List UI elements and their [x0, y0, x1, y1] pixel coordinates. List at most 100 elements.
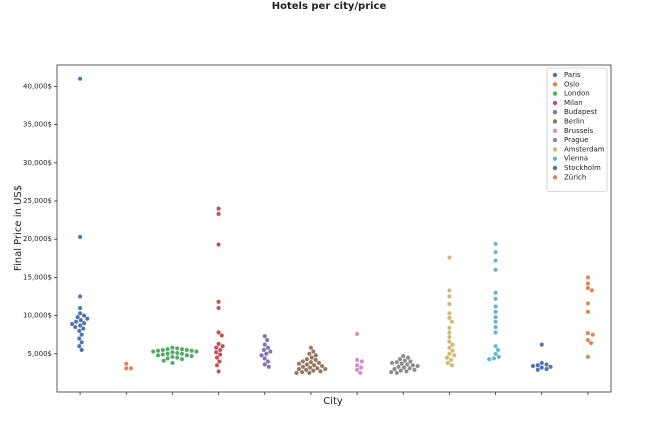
swarm-point: [307, 365, 313, 370]
swarm-point: [493, 330, 498, 335]
y-tick-label: 20,000$: [23, 235, 52, 243]
swarm-point: [535, 362, 541, 368]
swarm-point: [165, 346, 170, 352]
swarm-point: [184, 352, 190, 358]
swarm-point: [389, 360, 395, 366]
swarm-point: [216, 299, 221, 305]
swarm-point: [313, 357, 319, 363]
swarm-point: [77, 305, 83, 311]
legend-label: Stockholm: [564, 164, 601, 172]
swarm-point: [493, 241, 498, 247]
legend-marker: [552, 100, 558, 106]
swarm-point: [354, 357, 360, 363]
swarm-point: [72, 324, 78, 330]
swarm-point: [264, 337, 270, 343]
legend-box: [546, 67, 608, 192]
swarm-point: [160, 352, 166, 357]
swarm-point: [399, 361, 404, 367]
swarm-point: [79, 332, 85, 338]
swarm-point: [548, 364, 553, 370]
swarm-point: [400, 353, 406, 359]
swarm-point: [493, 267, 498, 273]
swarm-point: [410, 362, 416, 368]
swarm-point: [588, 340, 594, 346]
swarm-point: [396, 364, 401, 370]
swarm-point: [585, 285, 591, 291]
y-tick-label: 40,000$: [23, 82, 52, 90]
legend-label: Brussels: [564, 127, 594, 135]
swarm-point: [161, 358, 166, 364]
swarm-point: [310, 349, 316, 354]
swarm-point: [585, 337, 591, 343]
swarm-point: [496, 354, 502, 360]
swarm-point: [322, 366, 328, 372]
swarm-point: [174, 350, 180, 356]
legend-marker: [552, 82, 558, 87]
swarm-point: [300, 364, 306, 370]
swarm-point: [585, 275, 591, 280]
swarm-point: [308, 359, 314, 365]
swarm-point: [170, 345, 175, 351]
swarm-point: [539, 360, 545, 366]
swarm-point: [408, 359, 413, 364]
swarm-point: [77, 323, 83, 328]
swarm-point: [401, 365, 407, 370]
swarm-point: [585, 330, 591, 336]
swarm-point: [357, 370, 363, 376]
swarm-point: [447, 255, 452, 260]
legend-label: Oslo: [564, 80, 579, 88]
swarm-point: [216, 305, 221, 311]
swarm-point: [84, 316, 90, 322]
swarm-point: [150, 349, 156, 354]
swarm-point: [76, 328, 82, 334]
swarm-point: [214, 355, 220, 360]
swarm-point: [313, 352, 319, 358]
swarm-point: [165, 356, 170, 361]
swarm-point: [77, 234, 83, 240]
swarm-point: [304, 356, 310, 362]
swarm-point: [544, 362, 549, 367]
y-tick-label: 15,000$: [23, 273, 52, 281]
swarm-point: [590, 332, 596, 338]
swarm-point: [174, 355, 180, 360]
swarm-point: [303, 367, 309, 373]
swarm-point: [261, 347, 267, 353]
swarm-point: [450, 342, 455, 347]
plot-frame: [56, 64, 612, 393]
legend-label: Budapest: [564, 108, 597, 116]
swarm-point: [266, 364, 272, 370]
swarm-point: [81, 313, 87, 318]
swarm-point: [79, 347, 85, 353]
swarm-point: [359, 359, 365, 364]
y-axis-label: Final Price in US$: [13, 185, 24, 271]
swarm-point: [394, 370, 400, 376]
swarm-point: [493, 319, 498, 325]
swarm-point: [216, 369, 221, 374]
swarm-point: [179, 351, 185, 357]
swarm-point: [77, 310, 83, 316]
legend-label: Paris: [564, 71, 581, 79]
swarm-point: [296, 366, 302, 372]
legend-label: Milan: [564, 99, 583, 107]
swarm-point: [491, 356, 497, 361]
swarm-point: [451, 352, 457, 358]
swarm-point: [311, 362, 317, 368]
legend-marker: [552, 137, 558, 143]
swarm-point: [486, 356, 492, 362]
swarm-point: [170, 349, 175, 355]
swarm-point: [354, 367, 360, 373]
swarm-point: [262, 342, 268, 347]
y-tick-label: 25,000$: [23, 197, 52, 205]
swarm-point: [412, 367, 417, 373]
swarm-point: [392, 366, 397, 372]
swarm-point: [308, 345, 314, 351]
swarm-point: [309, 355, 315, 360]
swarm-point: [535, 367, 541, 373]
legend-marker: [552, 165, 558, 171]
y-tick-label: 5,000$: [28, 350, 53, 358]
swarm-point: [304, 362, 310, 367]
swarm-point: [447, 310, 452, 316]
legend-marker: [552, 110, 558, 115]
swarm-point: [447, 330, 452, 335]
swarm-point: [493, 314, 498, 320]
